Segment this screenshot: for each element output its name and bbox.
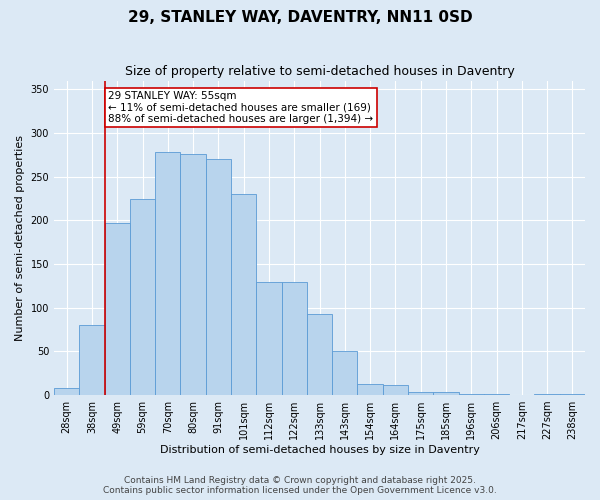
Bar	[231, 194, 256, 395]
Bar	[560, 394, 585, 395]
Bar	[535, 394, 560, 395]
Bar	[54, 388, 79, 395]
Bar	[281, 282, 307, 395]
Bar	[206, 159, 231, 395]
Y-axis label: Number of semi-detached properties: Number of semi-detached properties	[15, 135, 25, 341]
Bar	[433, 392, 458, 395]
Text: 29 STANLEY WAY: 55sqm
← 11% of semi-detached houses are smaller (169)
88% of sem: 29 STANLEY WAY: 55sqm ← 11% of semi-deta…	[109, 91, 374, 124]
Bar	[458, 394, 484, 395]
Bar	[358, 384, 383, 395]
Text: 29, STANLEY WAY, DAVENTRY, NN11 0SD: 29, STANLEY WAY, DAVENTRY, NN11 0SD	[128, 10, 472, 25]
Bar	[307, 314, 332, 395]
Bar	[155, 152, 181, 395]
Bar	[332, 350, 358, 395]
Text: Contains HM Land Registry data © Crown copyright and database right 2025.
Contai: Contains HM Land Registry data © Crown c…	[103, 476, 497, 495]
X-axis label: Distribution of semi-detached houses by size in Daventry: Distribution of semi-detached houses by …	[160, 445, 479, 455]
Bar	[104, 223, 130, 395]
Bar	[484, 394, 509, 395]
Bar	[79, 325, 104, 395]
Bar	[181, 154, 206, 395]
Bar	[383, 384, 408, 395]
Title: Size of property relative to semi-detached houses in Daventry: Size of property relative to semi-detach…	[125, 65, 514, 78]
Bar	[130, 200, 155, 395]
Bar	[408, 392, 433, 395]
Bar	[256, 282, 281, 395]
